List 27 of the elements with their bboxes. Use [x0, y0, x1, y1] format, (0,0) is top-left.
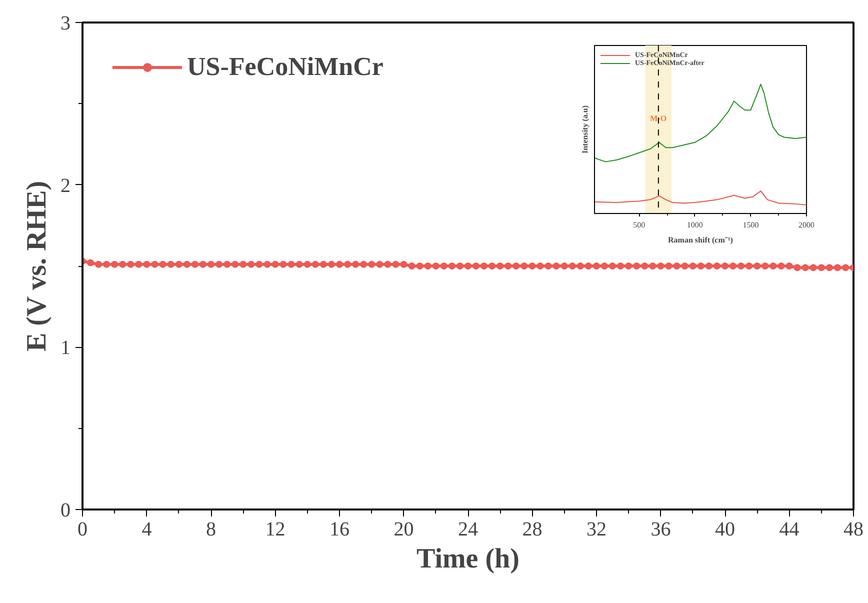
band-label: M-O	[650, 114, 667, 124]
x-tick-label: 1000	[686, 220, 703, 230]
x-tick-label: 16	[330, 518, 350, 540]
y-tick-label: 0	[60, 500, 70, 522]
x-tick-label: 0	[78, 518, 88, 540]
x-axis-title: Raman shift (cm⁻¹)	[668, 236, 734, 244]
x-tick-label: 44	[779, 518, 800, 540]
y-tick-label: 1	[60, 337, 70, 360]
x-tick-label: 2000	[798, 220, 814, 230]
legend-label: US-FeCoNiMnCr	[187, 52, 384, 82]
x-tick-label: 40	[715, 518, 735, 540]
y-tick-label: 2	[60, 174, 70, 197]
x-tick-label: 8	[206, 518, 216, 540]
x-tick-label: 32	[586, 518, 606, 540]
x-tick-label: 20	[394, 518, 414, 540]
x-tick-label: 1500	[742, 220, 759, 230]
y-tick-label: 3	[60, 12, 70, 34]
x-tick-label: 500	[633, 220, 646, 230]
y-axis-title: Intensity (a.u)	[580, 105, 590, 154]
x-axis-title: Time (h)	[416, 544, 520, 574]
x-tick-label: 28	[522, 518, 542, 540]
x-tick-label: 24	[458, 518, 478, 540]
x-tick-label: 12	[265, 518, 286, 540]
y-axis-title: E (V vs. RHE)	[22, 180, 52, 352]
x-tick-label: 4	[142, 518, 152, 540]
x-tick-label: 36	[650, 518, 671, 540]
x-tick-label: 48	[844, 518, 864, 540]
